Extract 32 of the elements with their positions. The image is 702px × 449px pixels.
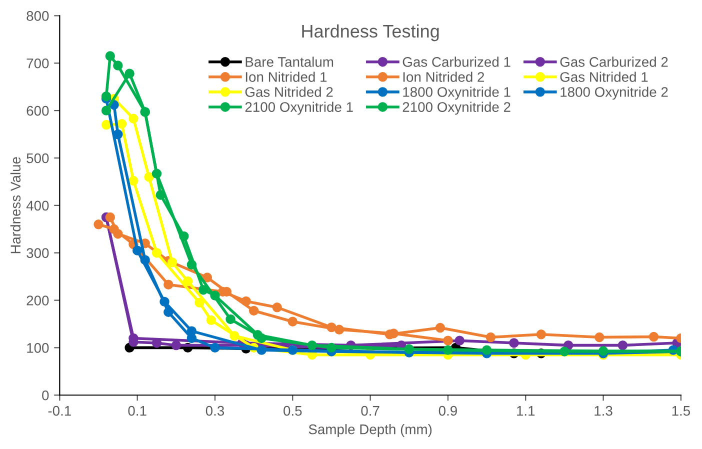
legend-label: Gas Carburized 2 [560,56,668,67]
y-tick-label: 200 [26,296,49,306]
y-tick-label: 600 [26,106,49,116]
legend-label: 2100 Oxynitride 2 [402,102,510,115]
y-tick-label: 700 [26,58,49,68]
y-tick-label: 300 [26,248,49,258]
legend-label: Gas Carburized 1 [402,56,510,67]
y-tick-label: 400 [26,200,49,211]
legend-label: Gas Nitrided 1 [560,72,648,82]
x-tick-label: 1.5 [672,406,690,416]
x-tick-label: 0.7 [361,406,380,416]
legend-label: Gas Nitrided 2 [245,86,333,97]
x-tick-label: 1.3 [594,406,612,416]
x-tick-label: 0.9 [438,406,457,416]
legend-label: 1800 Oxynitride 2 [560,86,668,100]
legend-label: Bare Tantalum [246,56,334,67]
x-tick-label: 0.1 [128,406,146,416]
legend-label: 2100 Oxynitride 1 [245,102,353,115]
x-axis-title: Sample Depth (mm) [308,424,432,437]
chart-title: Hardness Testing [302,24,439,42]
x-tick-label: 1.1 [517,406,535,416]
legend-label: 1800 Oxynitride 1 [403,86,510,100]
y-tick-label: 0 [42,390,49,400]
legend-label: Ion Nitrided 2 [403,72,484,82]
x-tick-label: 0.3 [206,406,224,416]
y-tick-label: 800 [26,11,49,21]
legend-label: Ion Nitrided 1 [246,72,327,82]
y-tick-label: 500 [26,153,49,164]
x-tick-label: 0.5 [284,406,302,416]
y-axis-title: Hardness Value [10,157,21,254]
x-tick-label: -0.1 [48,406,71,416]
y-tick-label: 100 [27,343,49,353]
